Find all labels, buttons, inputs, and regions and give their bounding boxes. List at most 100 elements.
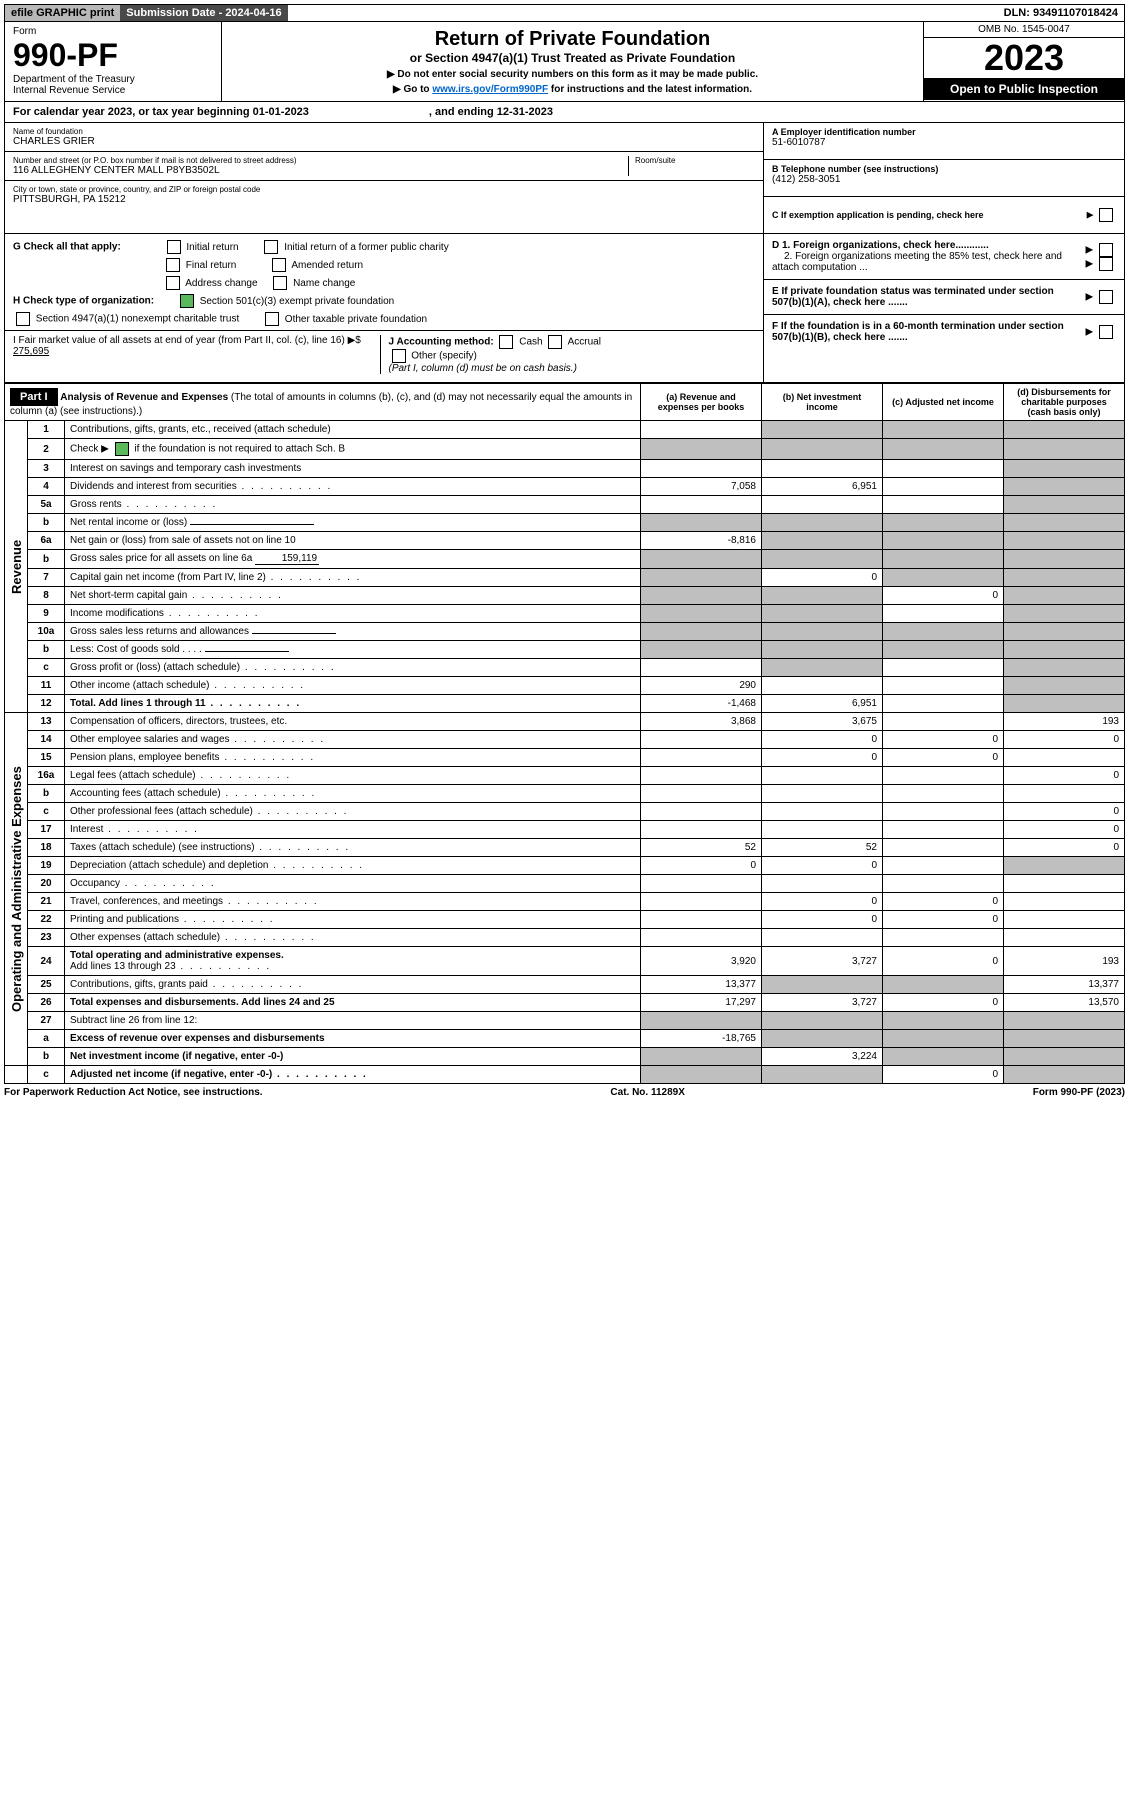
chk-501c3[interactable] (180, 294, 194, 308)
side-expenses: Operating and Administrative Expenses (5, 713, 28, 1066)
name-label: Name of foundation (13, 127, 755, 136)
dln-label: DLN: 93491107018424 (998, 5, 1124, 21)
r17: Interest (65, 821, 641, 839)
top-bar: efile GRAPHIC print Submission Date - 20… (4, 4, 1125, 22)
open-public: Open to Public Inspection (924, 78, 1124, 100)
chk-f[interactable] (1099, 325, 1113, 339)
addr-label: Number and street (or P.O. box number if… (13, 156, 628, 165)
main-table: Part I Analysis of Revenue and Expenses … (4, 383, 1125, 1084)
calyear-begin: For calendar year 2023, or tax year begi… (13, 106, 309, 118)
r20: Occupancy (65, 875, 641, 893)
r27a: Excess of revenue over expenses and disb… (65, 1030, 641, 1048)
foundation-city: PITTSBURGH, PA 15212 (13, 194, 755, 205)
footer-mid: Cat. No. 11289X (610, 1087, 684, 1098)
r6a: Net gain or (loss) from sale of assets n… (65, 532, 641, 550)
calendar-year-row: For calendar year 2023, or tax year begi… (4, 102, 1125, 123)
r18: Taxes (attach schedule) (see instruction… (65, 839, 641, 857)
footer-right: Form 990-PF (2023) (1033, 1087, 1125, 1098)
submission-date: Submission Date - 2024-04-16 (120, 5, 287, 21)
ein-label: A Employer identification number (772, 127, 1116, 137)
chk-initial-former[interactable] (264, 240, 278, 254)
chk-accrual[interactable] (548, 335, 562, 349)
chk-d2[interactable] (1099, 257, 1113, 271)
side-revenue: Revenue (5, 421, 28, 713)
instructions-link[interactable]: www.irs.gov/Form990PF (432, 84, 548, 95)
header-middle: Return of Private Foundation or Section … (222, 22, 923, 101)
r16b: Accounting fees (attach schedule) (65, 785, 641, 803)
dept1: Department of the Treasury (13, 74, 213, 85)
e-label: E If private foundation status was termi… (772, 286, 1086, 308)
r5a: Gross rents (65, 496, 641, 514)
r22: Printing and publications (65, 911, 641, 929)
chk-cash[interactable] (499, 335, 513, 349)
check-options-row: G Check all that apply: Initial return I… (4, 234, 1125, 383)
chk-address[interactable] (166, 276, 180, 290)
r5b: Net rental income or (loss) (65, 514, 641, 532)
exemption-checkbox[interactable] (1099, 208, 1113, 222)
g-row: G Check all that apply: Initial return I… (13, 240, 755, 254)
chk-other-acct[interactable] (392, 349, 406, 363)
j-accounting: J Accounting method: Cash Accrual Other … (380, 335, 756, 374)
r9: Income modifications (65, 605, 641, 623)
r16a: Legal fees (attach schedule) (65, 767, 641, 785)
omb-label: OMB No. 1545-0047 (924, 22, 1124, 38)
chk-other-tax[interactable] (265, 312, 279, 326)
form-subtitle: or Section 4947(a)(1) Trust Treated as P… (228, 51, 917, 65)
r7: Capital gain net income (from Part IV, l… (65, 569, 641, 587)
form-label: Form (13, 26, 213, 37)
form-title: Return of Private Foundation (228, 28, 917, 51)
chk-initial[interactable] (167, 240, 181, 254)
r12: Total. Add lines 1 through 11 (65, 695, 641, 713)
g-row3: Address change Name change (13, 276, 755, 290)
phone-value: (412) 258-3051 (772, 174, 1116, 185)
footer-left: For Paperwork Reduction Act Notice, see … (4, 1087, 263, 1098)
r10b: Less: Cost of goods sold . . . . (65, 641, 641, 659)
r23: Other expenses (attach schedule) (65, 929, 641, 947)
col-d-hdr: (d) Disbursements for charitable purpose… (1004, 384, 1125, 421)
r15: Pension plans, employee benefits (65, 749, 641, 767)
r19: Depreciation (attach schedule) and deple… (65, 857, 641, 875)
h-row2: Section 4947(a)(1) nonexempt charitable … (13, 312, 755, 326)
r25: Contributions, gifts, grants paid (65, 976, 641, 994)
col-a-hdr: (a) Revenue and expenses per books (641, 384, 762, 421)
page-footer: For Paperwork Reduction Act Notice, see … (4, 1087, 1125, 1098)
phone-label: B Telephone number (see instructions) (772, 164, 1116, 174)
city-label: City or town, state or province, country… (13, 185, 755, 194)
chk-final[interactable] (166, 258, 180, 272)
fmv-value: 275,695 (13, 346, 49, 357)
exemption-label: C If exemption application is pending, c… (772, 210, 1087, 220)
f-label: F If the foundation is in a 60-month ter… (772, 321, 1086, 343)
chk-e[interactable] (1099, 290, 1113, 304)
header-right: OMB No. 1545-0047 2023 Open to Public In… (923, 22, 1124, 101)
form-header: Form 990-PF Department of the Treasury I… (4, 22, 1125, 102)
r6b: Gross sales price for all assets on line… (65, 550, 641, 569)
r26: Total expenses and disbursements. Add li… (65, 994, 641, 1012)
chk-name[interactable] (273, 276, 287, 290)
identity-block: Name of foundation CHARLES GRIER Number … (4, 123, 1125, 234)
efile-label: efile GRAPHIC print (5, 5, 120, 21)
r13: Compensation of officers, directors, tru… (65, 713, 641, 731)
r14: Other employee salaries and wages (65, 731, 641, 749)
note1: ▶ Do not enter social security numbers o… (228, 69, 917, 80)
d2-label: 2. Foreign organizations meeting the 85%… (772, 251, 1062, 273)
note2: ▶ Go to www.irs.gov/Form990PF for instru… (228, 84, 917, 95)
part1-title: Analysis of Revenue and Expenses (60, 392, 228, 403)
col-c-hdr: (c) Adjusted net income (883, 384, 1004, 421)
r27c: Adjusted net income (if negative, enter … (65, 1066, 641, 1084)
r1: Contributions, gifts, grants, etc., rece… (65, 421, 641, 439)
h-row: H Check type of organization: Section 50… (13, 294, 755, 308)
calyear-end: , and ending 12-31-2023 (429, 106, 553, 118)
r2: Check ▶ if the foundation is not require… (65, 439, 641, 460)
r27: Subtract line 26 from line 12: (65, 1012, 641, 1030)
g-row2: Final return Amended return (13, 258, 755, 272)
chk-amended[interactable] (272, 258, 286, 272)
r10a: Gross sales less returns and allowances (65, 623, 641, 641)
chk-d1[interactable] (1099, 243, 1113, 257)
form-number: 990-PF (13, 37, 213, 74)
chk-schb[interactable] (115, 442, 129, 456)
foundation-addr: 116 ALLEGHENY CENTER MALL P8YB3502L (13, 165, 628, 176)
header-left: Form 990-PF Department of the Treasury I… (5, 22, 222, 101)
chk-4947[interactable] (16, 312, 30, 326)
room-label: Room/suite (635, 156, 755, 165)
r8: Net short-term capital gain (65, 587, 641, 605)
